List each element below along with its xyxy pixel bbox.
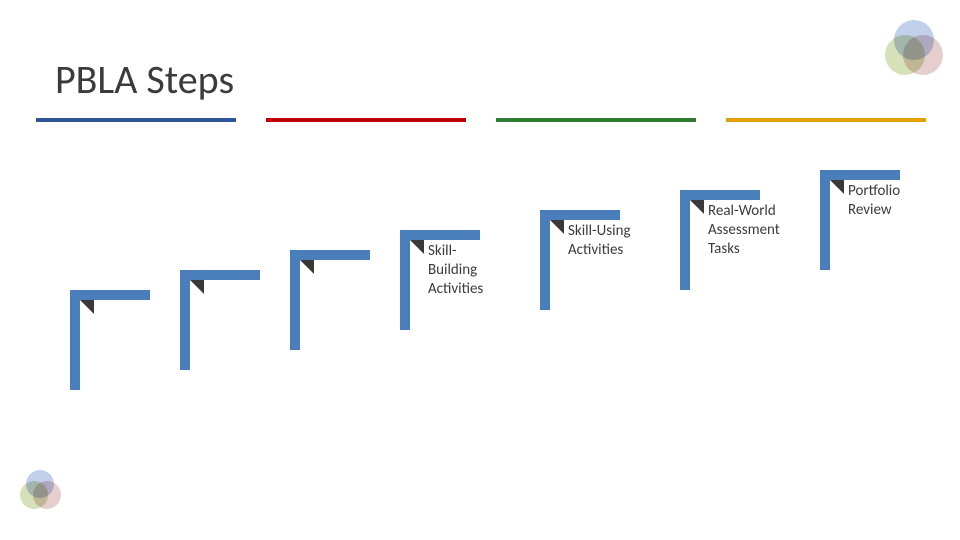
slide-stage: { "canvas": { "width": 960, "height": 54… <box>0 0 960 540</box>
step-triangle-icon <box>690 200 704 214</box>
step-triangle-icon <box>190 280 204 294</box>
step-label: Skill- Building Activities <box>428 242 483 298</box>
step-triangle-icon <box>80 300 94 314</box>
step-triangle-icon <box>550 220 564 234</box>
venn-decor-bottom-left <box>20 470 64 514</box>
underline-segment <box>496 118 696 122</box>
step-triangle-icon <box>300 260 314 274</box>
slide-title: PBLA Steps <box>55 55 234 104</box>
step-triangle-icon <box>830 180 844 194</box>
underline-segment <box>266 118 466 122</box>
venn-circle-icon <box>33 481 61 509</box>
venn-decor-top-right <box>885 20 947 82</box>
step-label: Skill-Using Activities <box>568 222 631 260</box>
step-triangle-icon <box>410 240 424 254</box>
underline-segment <box>36 118 236 122</box>
venn-circle-icon <box>903 35 943 75</box>
step-label: Real-World Assessment Tasks <box>708 202 780 258</box>
step-label: Portfolio Review <box>848 182 900 220</box>
underline-segment <box>726 118 926 122</box>
